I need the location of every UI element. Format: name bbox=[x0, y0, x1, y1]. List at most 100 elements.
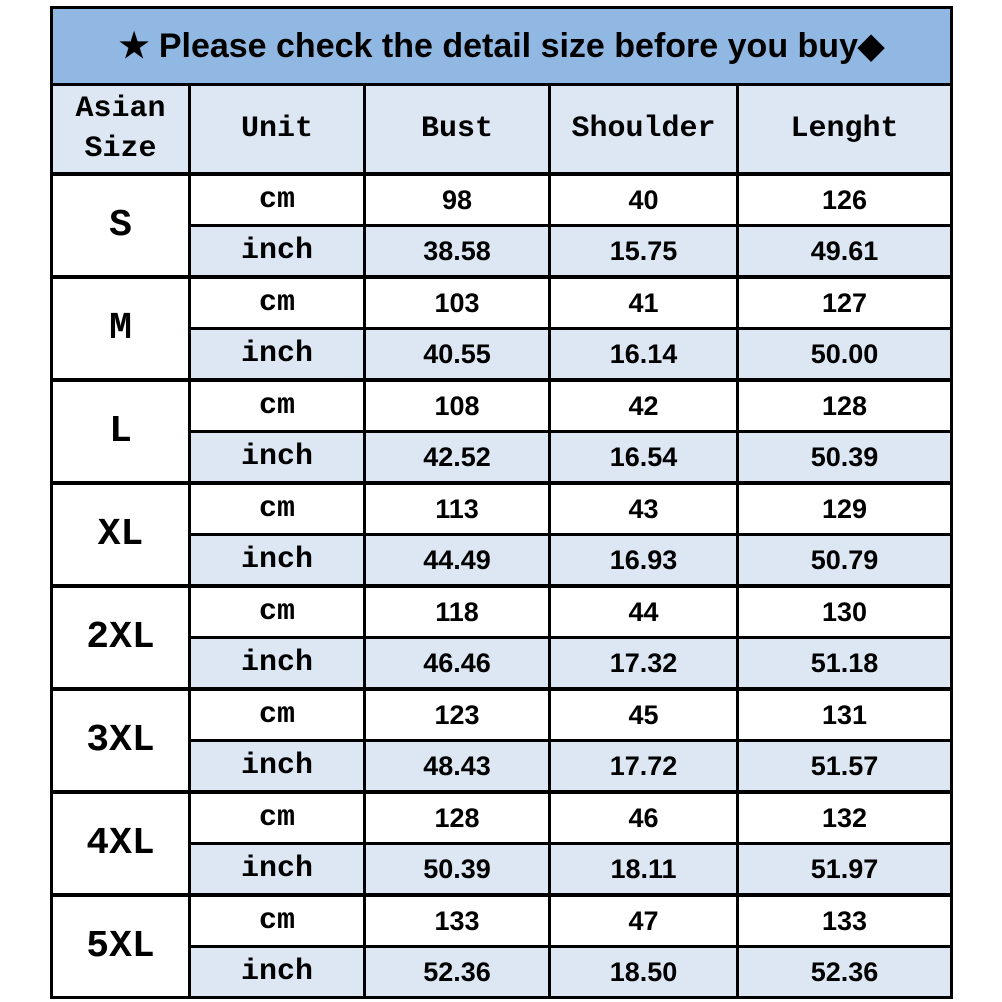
unit-label-inch: inch bbox=[188, 842, 366, 897]
value-3xl-cm-2: 131 bbox=[735, 687, 954, 742]
value-5xl-cm-0: 133 bbox=[363, 893, 551, 948]
value-xl-cm-2: 129 bbox=[735, 481, 954, 536]
value-4xl-cm-1: 46 bbox=[548, 790, 739, 845]
value-2xl-cm-0: 118 bbox=[363, 584, 551, 639]
banner-row: ★ Please check the detail size before yo… bbox=[49, 6, 954, 86]
unit-label-inch: inch bbox=[188, 224, 366, 279]
value-3xl-inch-1: 17.72 bbox=[548, 739, 739, 794]
value-l-cm-2: 128 bbox=[735, 378, 954, 433]
unit-label-inch: inch bbox=[188, 533, 366, 588]
row-3xl-cm: 3XL cm 123 45 131 bbox=[50, 687, 954, 794]
unit-label-inch: inch bbox=[188, 945, 366, 999]
value-4xl-cm-2: 132 bbox=[735, 790, 954, 845]
value-xl-inch-1: 16.93 bbox=[548, 533, 739, 588]
value-s-inch-0: 38.58 bbox=[363, 224, 551, 279]
row-4xl-inch: inch 50.39 18.11 51.97 bbox=[52, 842, 954, 897]
value-s-cm-0: 98 bbox=[363, 172, 551, 227]
value-3xl-inch-2: 51.57 bbox=[735, 739, 954, 794]
value-5xl-cm-2: 133 bbox=[735, 893, 954, 948]
value-4xl-cm-0: 128 bbox=[363, 790, 551, 845]
value-3xl-inch-0: 48.43 bbox=[363, 739, 551, 794]
size-label-2xl: 2XL bbox=[50, 584, 191, 691]
size-chart-sheet: ★ Please check the detail size before yo… bbox=[49, 6, 954, 999]
unit-label-cm: cm bbox=[188, 893, 366, 948]
size-block-2xl: 2XL cm 118 44 130 inch 46.46 17.32 51.18 bbox=[50, 584, 954, 691]
unit-label-inch: inch bbox=[188, 327, 366, 382]
value-2xl-inch-2: 51.18 bbox=[735, 636, 954, 691]
size-block-4xl: 4XL cm 128 46 132 inch 50.39 18.11 51.97 bbox=[50, 790, 954, 897]
unit-label-cm: cm bbox=[188, 790, 366, 845]
value-s-inch-1: 15.75 bbox=[548, 224, 739, 279]
size-label-s: S bbox=[50, 172, 191, 279]
value-l-cm-1: 42 bbox=[548, 378, 739, 433]
unit-label-inch: inch bbox=[188, 739, 366, 794]
value-5xl-inch-0: 52.36 bbox=[363, 945, 551, 999]
value-m-inch-0: 40.55 bbox=[363, 327, 551, 382]
unit-label-cm: cm bbox=[188, 275, 366, 330]
value-4xl-inch-2: 51.97 bbox=[735, 842, 954, 897]
row-s-inch: inch 38.58 15.75 49.61 bbox=[52, 224, 954, 279]
value-s-cm-1: 40 bbox=[548, 172, 739, 227]
value-xl-inch-0: 44.49 bbox=[363, 533, 551, 588]
size-label-3xl: 3XL bbox=[50, 687, 191, 794]
unit-label-cm: cm bbox=[188, 687, 366, 742]
unit-label-cm: cm bbox=[188, 172, 366, 227]
size-label-5xl: 5XL bbox=[50, 893, 191, 999]
column-header-bust: Bust bbox=[363, 83, 551, 176]
unit-label-cm: cm bbox=[188, 378, 366, 433]
row-2xl-cm: 2XL cm 118 44 130 bbox=[50, 584, 954, 691]
row-l-inch: inch 42.52 16.54 50.39 bbox=[52, 430, 954, 485]
unit-label-inch: inch bbox=[188, 636, 366, 691]
value-m-inch-2: 50.00 bbox=[735, 327, 954, 382]
value-s-inch-2: 49.61 bbox=[735, 224, 954, 279]
value-3xl-cm-0: 123 bbox=[363, 687, 551, 742]
value-s-cm-2: 126 bbox=[735, 172, 954, 227]
size-label-m: M bbox=[50, 275, 191, 382]
value-xl-inch-2: 50.79 bbox=[735, 533, 954, 588]
value-5xl-cm-1: 47 bbox=[548, 893, 739, 948]
value-m-cm-0: 103 bbox=[363, 275, 551, 330]
value-l-inch-2: 50.39 bbox=[735, 430, 954, 485]
value-m-cm-1: 41 bbox=[548, 275, 739, 330]
value-l-inch-1: 16.54 bbox=[548, 430, 739, 485]
size-chart-table: ★ Please check the detail size before yo… bbox=[49, 6, 954, 999]
value-xl-cm-0: 113 bbox=[363, 481, 551, 536]
row-xl-cm: XL cm 113 43 129 bbox=[50, 481, 954, 588]
unit-label-cm: cm bbox=[188, 481, 366, 536]
column-header-shoulder: Shoulder bbox=[548, 83, 739, 176]
row-3xl-inch: inch 48.43 17.72 51.57 bbox=[52, 739, 954, 794]
value-3xl-cm-1: 45 bbox=[548, 687, 739, 742]
size-label-xl: XL bbox=[50, 481, 191, 588]
value-5xl-inch-2: 52.36 bbox=[735, 945, 954, 999]
column-header-row: Asian Size Unit Bust Shoulder Lenght bbox=[50, 83, 954, 176]
row-m-inch: inch 40.55 16.14 50.00 bbox=[52, 327, 954, 382]
value-2xl-cm-2: 130 bbox=[735, 584, 954, 639]
unit-label-inch: inch bbox=[188, 430, 366, 485]
size-label-4xl: 4XL bbox=[50, 790, 191, 897]
value-2xl-cm-1: 44 bbox=[548, 584, 739, 639]
value-m-inch-1: 16.14 bbox=[548, 327, 739, 382]
value-l-cm-0: 108 bbox=[363, 378, 551, 433]
row-xl-inch: inch 44.49 16.93 50.79 bbox=[52, 533, 954, 588]
value-2xl-inch-1: 17.32 bbox=[548, 636, 739, 691]
column-header-unit: Unit bbox=[188, 83, 366, 176]
value-m-cm-2: 127 bbox=[735, 275, 954, 330]
value-xl-cm-1: 43 bbox=[548, 481, 739, 536]
value-5xl-inch-1: 18.50 bbox=[548, 945, 739, 999]
value-4xl-inch-0: 50.39 bbox=[363, 842, 551, 897]
row-2xl-inch: inch 46.46 17.32 51.18 bbox=[52, 636, 954, 691]
column-header-asian-size: Asian Size bbox=[50, 83, 191, 176]
size-block-5xl: 5XL cm 133 47 133 inch 52.36 18.50 52.36 bbox=[50, 893, 954, 999]
value-l-inch-0: 42.52 bbox=[363, 430, 551, 485]
value-2xl-inch-0: 46.46 bbox=[363, 636, 551, 691]
banner-text: ★ Please check the detail size before yo… bbox=[49, 6, 954, 86]
size-block-3xl: 3XL cm 123 45 131 inch 48.43 17.72 51.57 bbox=[50, 687, 954, 794]
value-4xl-inch-1: 18.11 bbox=[548, 842, 739, 897]
unit-label-cm: cm bbox=[188, 584, 366, 639]
